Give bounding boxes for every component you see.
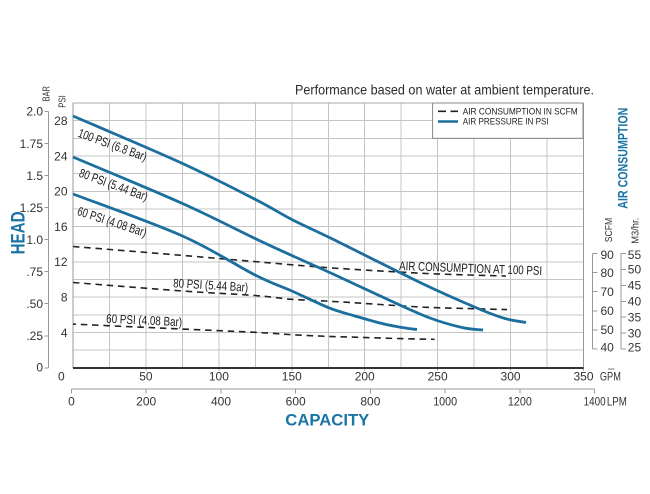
svg-text:90: 90 <box>601 248 615 262</box>
svg-text:200: 200 <box>136 394 156 408</box>
svg-text:55: 55 <box>628 248 642 262</box>
svg-text:28: 28 <box>54 114 68 128</box>
svg-text:200: 200 <box>355 369 375 383</box>
svg-text:0: 0 <box>68 394 75 408</box>
svg-text:AIR PRESSURE IN PSI: AIR PRESSURE IN PSI <box>463 117 549 127</box>
svg-text:LPM: LPM <box>607 395 627 409</box>
svg-text:20: 20 <box>54 185 68 199</box>
svg-text:GPM: GPM <box>600 369 621 383</box>
svg-text:12: 12 <box>54 255 68 269</box>
svg-text:80: 80 <box>601 266 615 280</box>
svg-text:0: 0 <box>36 360 43 374</box>
svg-text:40: 40 <box>601 341 615 355</box>
svg-text:AIR CONSUMPTION AT 100 PSI: AIR CONSUMPTION AT 100 PSI <box>399 259 542 278</box>
svg-text:50: 50 <box>628 263 642 277</box>
svg-text:PSI: PSI <box>57 95 68 108</box>
svg-text:25: 25 <box>628 341 642 355</box>
svg-text:0: 0 <box>58 369 65 383</box>
svg-text:300: 300 <box>501 369 521 383</box>
svg-text:AIR CONSUMPTION IN SCFM: AIR CONSUMPTION IN SCFM <box>463 106 578 116</box>
svg-text:60 PSI (4.08 Bar): 60 PSI (4.08 Bar) <box>106 312 183 329</box>
svg-text:45: 45 <box>628 279 642 293</box>
svg-text:400: 400 <box>211 394 231 408</box>
svg-text:80 PSI (5.44 Bar): 80 PSI (5.44 Bar) <box>173 276 249 294</box>
svg-text:70: 70 <box>601 285 615 299</box>
svg-text:24: 24 <box>54 149 68 163</box>
svg-text:1.5: 1.5 <box>26 169 43 183</box>
svg-text:16: 16 <box>54 220 68 234</box>
svg-text:50: 50 <box>601 323 615 337</box>
svg-text:M3/hr.: M3/hr. <box>630 218 641 244</box>
svg-text:150: 150 <box>282 369 302 383</box>
svg-text:CAPACITY: CAPACITY <box>285 411 370 430</box>
svg-text:BAR: BAR <box>41 86 52 102</box>
svg-text:1.75: 1.75 <box>20 137 44 151</box>
svg-text:600: 600 <box>286 394 306 408</box>
svg-text:1400: 1400 <box>584 394 606 408</box>
svg-text:50: 50 <box>139 369 153 383</box>
svg-text:800: 800 <box>360 394 380 408</box>
svg-text:35: 35 <box>628 311 642 325</box>
svg-text:100: 100 <box>209 369 229 383</box>
svg-text:.25: .25 <box>26 329 43 343</box>
svg-text:1000: 1000 <box>433 394 457 408</box>
svg-text:4: 4 <box>61 326 68 340</box>
svg-text:Performance based on water at: Performance based on water at ambient te… <box>295 82 594 98</box>
svg-text:2.0: 2.0 <box>26 105 43 119</box>
svg-text:30: 30 <box>628 327 642 341</box>
svg-text:.75: .75 <box>26 265 43 279</box>
svg-text:HEAD: HEAD <box>9 211 30 254</box>
svg-text:350: 350 <box>573 369 593 383</box>
svg-text:8: 8 <box>61 291 68 305</box>
svg-text:250: 250 <box>428 369 448 383</box>
svg-text:AIR CONSUMPTION: AIR CONSUMPTION <box>615 108 631 209</box>
svg-text:1.0: 1.0 <box>26 233 43 247</box>
svg-text:40: 40 <box>628 295 642 309</box>
svg-text:SCFM: SCFM <box>604 218 615 243</box>
svg-text:60: 60 <box>601 304 615 318</box>
svg-text:1200: 1200 <box>508 394 532 408</box>
svg-text:.50: .50 <box>26 297 43 311</box>
svg-text:1.25: 1.25 <box>20 201 44 215</box>
